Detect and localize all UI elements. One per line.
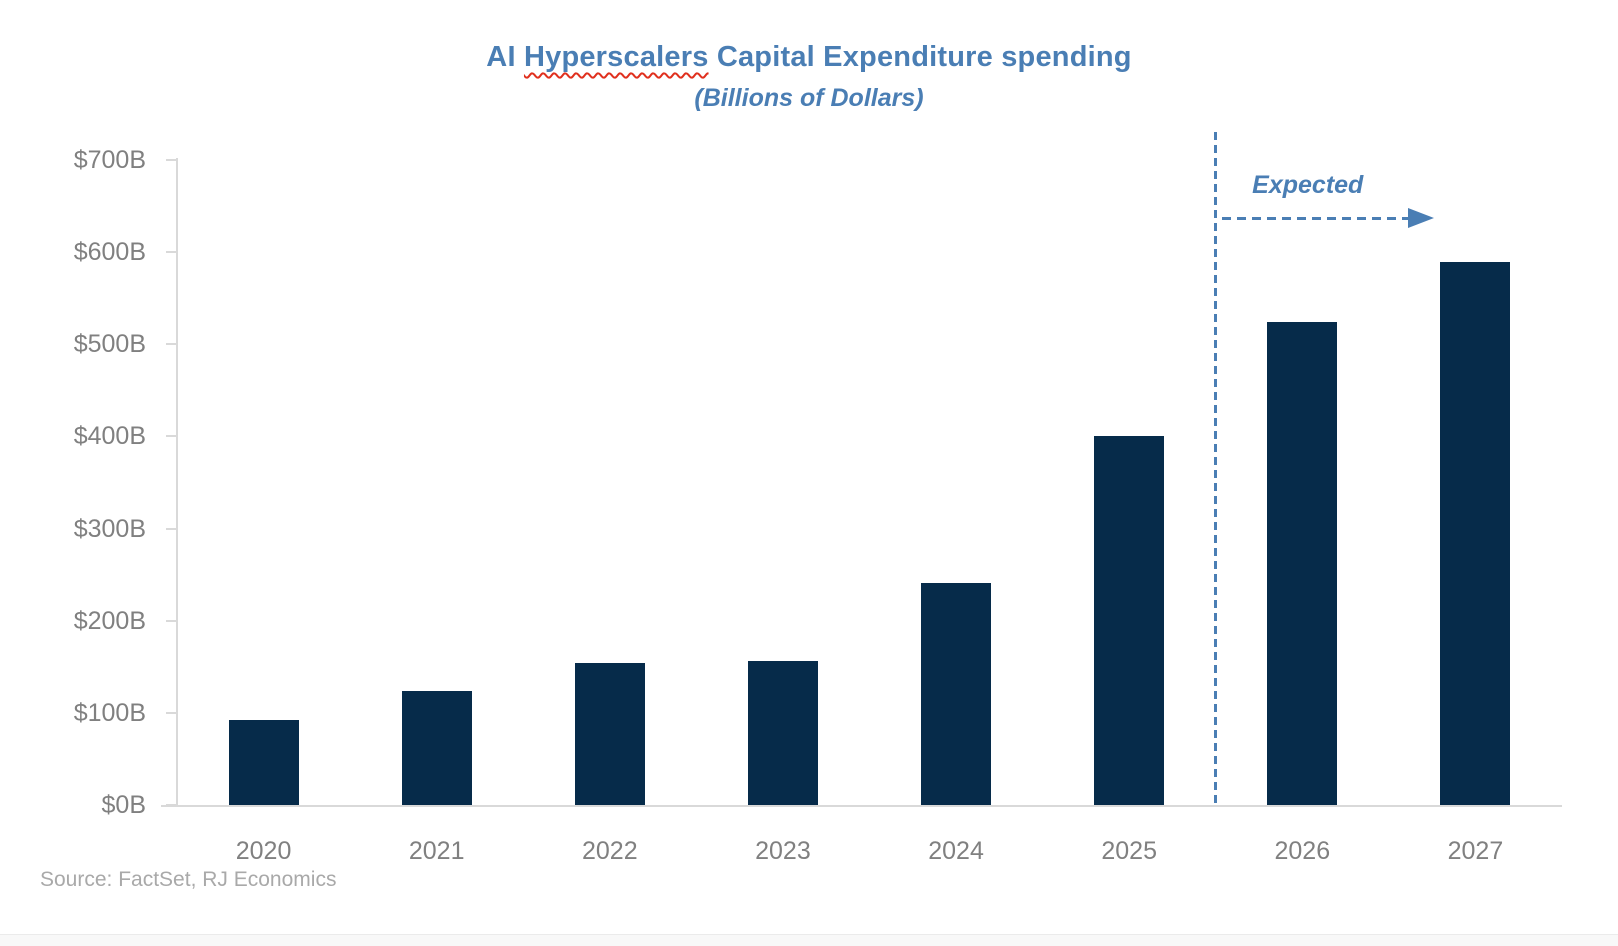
expected-label: Expected bbox=[1252, 171, 1364, 199]
bar-2020 bbox=[228, 720, 299, 805]
source-note: Source: FactSet, RJ Economics bbox=[40, 868, 337, 891]
y-tick-mark-400 bbox=[166, 435, 177, 438]
chart-title-prefix: AI bbox=[486, 41, 524, 73]
y-tick-mark-700 bbox=[166, 159, 177, 161]
y-tick-label-200: $200B bbox=[73, 606, 146, 635]
y-tick-label-300: $300B bbox=[73, 514, 146, 543]
expected-arrow-dashed-line bbox=[1221, 217, 1408, 220]
x-tick-label-2022: 2022 bbox=[582, 837, 638, 865]
x-tick-label-2024: 2024 bbox=[928, 837, 984, 865]
y-tick-mark-200 bbox=[166, 619, 177, 622]
bar-2021 bbox=[401, 691, 472, 805]
chart-title-misspelled-word: Hyperscalers bbox=[523, 41, 709, 73]
y-tick-mark-0 bbox=[166, 804, 177, 806]
bottom-edge-strip bbox=[0, 934, 1618, 946]
x-tick-label-2027: 2027 bbox=[1447, 837, 1504, 865]
expected-divider-dashed-line bbox=[1214, 132, 1218, 807]
bar-2026 bbox=[1267, 322, 1338, 805]
y-tick-label-100: $100B bbox=[73, 698, 146, 727]
bar-2023 bbox=[747, 661, 818, 805]
y-axis-line bbox=[176, 158, 178, 807]
y-tick-mark-500 bbox=[166, 343, 177, 346]
bar-2024 bbox=[921, 583, 992, 805]
bar-2027 bbox=[1440, 262, 1511, 805]
y-tick-mark-300 bbox=[166, 527, 177, 530]
y-tick-label-500: $500B bbox=[73, 330, 146, 359]
y-tick-label-700: $700B bbox=[73, 146, 146, 174]
x-tick-label-2020: 2020 bbox=[235, 837, 292, 865]
y-tick-mark-600 bbox=[166, 251, 177, 254]
y-tick-label-600: $600B bbox=[73, 238, 146, 267]
expected-arrow-head-icon bbox=[1407, 208, 1434, 228]
bar-2022 bbox=[574, 663, 645, 805]
chart-title-suffix: Capital Expenditure spending bbox=[708, 41, 1132, 73]
bar-2025 bbox=[1094, 436, 1165, 805]
x-tick-label-2026: 2026 bbox=[1274, 837, 1331, 865]
y-tick-label-0: $0B bbox=[101, 791, 146, 819]
x-tick-label-2025: 2025 bbox=[1101, 837, 1157, 865]
y-tick-label-400: $400B bbox=[73, 422, 146, 451]
y-tick-mark-100 bbox=[166, 711, 177, 714]
x-tick-label-2023: 2023 bbox=[755, 837, 811, 865]
chart-subtitle: (Billions of Dollars) bbox=[694, 84, 924, 112]
x-axis-baseline bbox=[161, 805, 1562, 807]
chart-title: AI Hyperscalers Capital Expenditure spen… bbox=[0, 41, 1618, 73]
x-tick-label-2021: 2021 bbox=[408, 837, 465, 865]
